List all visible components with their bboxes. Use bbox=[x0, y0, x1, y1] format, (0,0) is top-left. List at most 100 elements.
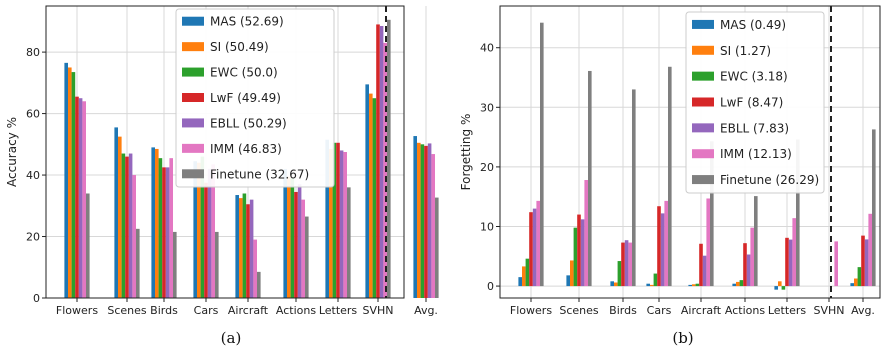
chart-1-bar-mas-cars bbox=[646, 283, 650, 287]
chart-0-bar-si-actions bbox=[287, 176, 291, 298]
chart-1-legend-swatch-lwf bbox=[692, 97, 714, 107]
chart-1-bar-imm-letters bbox=[792, 218, 796, 287]
chart-0-legend: MAS (52.69) SI (50.49) EWC (50.0) LwF (49.4… bbox=[175, 8, 335, 188]
chart-0-bar-si-aircraft bbox=[239, 198, 243, 298]
chart-0-bar-lwf-letters bbox=[336, 142, 340, 298]
chart-1-legend-swatch-si bbox=[692, 45, 714, 55]
chart-1-bar-imm-flowers bbox=[536, 200, 540, 287]
chart-1-legend-box bbox=[685, 11, 825, 194]
chart-1-xtick-label: Avg. bbox=[851, 304, 875, 317]
chart-1-xtick-label: SVHN bbox=[813, 304, 844, 317]
chart-0-bar-ewc-cars bbox=[200, 156, 205, 298]
chart-0-bar-mas-scenes bbox=[114, 127, 118, 298]
chart-1-legend-swatch-finetune bbox=[692, 175, 714, 185]
chart-1-bar-imm-cars bbox=[664, 200, 668, 287]
chart-1-bar-lwf-avg bbox=[861, 235, 865, 287]
chart-0-bar-lwf-flowers bbox=[75, 96, 79, 298]
chart-0-xtick-label: Letters bbox=[319, 304, 358, 317]
chart-0-legend-entry-ewc: EWC (50.0) bbox=[210, 66, 278, 80]
chart-0-ytick-label: 20 bbox=[26, 231, 40, 244]
chart-1-ytick-label: 0 bbox=[487, 280, 494, 293]
chart-0-bar-si-letters bbox=[329, 148, 333, 298]
chart-0-bar-finetune-svhn bbox=[387, 19, 391, 299]
chart-0-bar-imm-cars bbox=[211, 164, 215, 298]
chart-0-bar-mas-avg bbox=[413, 136, 417, 298]
chart-0-bar-ebll-flowers bbox=[78, 98, 83, 299]
chart-1-bar-ewc-cars bbox=[653, 273, 658, 287]
chart-1-bar-lwf-birds bbox=[621, 242, 625, 287]
chart-0: 0 20 40 60 80 Flowers Scenes Birds Cars Aircraft A… bbox=[5, 5, 439, 347]
chart-0-bar-ewc-letters bbox=[332, 142, 337, 298]
chart-0-legend-swatch-ebll bbox=[182, 118, 204, 128]
chart-1-bar-mas-birds bbox=[610, 281, 614, 287]
chart-0-bar-imm-avg bbox=[431, 154, 435, 298]
chart-0-bar-si-cars bbox=[197, 162, 201, 298]
chart-0-xtick-label: Scenes bbox=[107, 304, 147, 317]
chart-1-bar-mas-scenes bbox=[566, 275, 570, 287]
chart-0-bar-lwf-cars bbox=[204, 182, 208, 298]
chart-1-legend-entry-mas: MAS (0.49) bbox=[720, 18, 786, 32]
chart-0-bar-mas-svhn bbox=[365, 84, 369, 298]
chart-0-bar-finetune-flowers bbox=[86, 193, 90, 298]
chart-1-ytick-label: 30 bbox=[480, 101, 494, 114]
chart-1-bar-finetune-letters bbox=[796, 139, 800, 287]
chart-0-bar-ebll-birds bbox=[165, 167, 170, 298]
chart-0-xtick-label: Actions bbox=[276, 304, 316, 317]
chart-1-bar-si-aircraft bbox=[692, 284, 696, 287]
chart-1-legend-entry-finetune: Finetune (26.29) bbox=[720, 173, 819, 187]
chart-0-legend-entry-lwf: LwF (49.49) bbox=[210, 91, 281, 105]
chart-1-bar-ewc-aircraft bbox=[695, 283, 700, 287]
chart-1-bar-finetune-scenes bbox=[588, 70, 592, 287]
chart-0-legend-entry-finetune: Finetune (32.67) bbox=[210, 167, 309, 181]
chart-0-bar-finetune-avg bbox=[435, 197, 439, 298]
chart-1-bar-ewc-scenes bbox=[573, 227, 578, 287]
chart-0-xtick-label: SVHN bbox=[362, 304, 393, 317]
chart-0-ytick-label: 40 bbox=[26, 169, 40, 182]
chart-0-bar-imm-aircraft bbox=[253, 239, 257, 298]
chart-1-bar-mas-aircraft bbox=[688, 284, 692, 287]
chart-0-bar-si-svhn bbox=[369, 93, 373, 298]
chart-0-legend-swatch-imm bbox=[182, 143, 204, 153]
chart-1-bar-imm-svhn bbox=[834, 241, 838, 287]
chart-1-xtick-label: Birds bbox=[609, 304, 637, 317]
chart-1-bar-finetune-avg bbox=[872, 129, 876, 287]
chart-1-bar-imm-scenes bbox=[584, 180, 588, 287]
chart-1-frame bbox=[499, 5, 881, 299]
chart-1-bar-finetune-cars bbox=[668, 66, 672, 287]
chart-1-bar-finetune-aircraft bbox=[710, 141, 714, 287]
chart-0-bar-ebll-avg bbox=[427, 143, 432, 298]
chart-0-xtick-label: Cars bbox=[194, 304, 219, 317]
chart-0-bar-ewc-aircraft bbox=[242, 193, 247, 298]
chart-1-ylabel: Forgetting % bbox=[459, 114, 473, 191]
chart-0-bar-ebll-cars bbox=[207, 168, 212, 298]
chart-0-bar-si-flowers bbox=[68, 67, 72, 298]
chart-0-bar-lwf-actions bbox=[294, 191, 298, 298]
chart-1-xtick-label: Flowers bbox=[510, 304, 552, 317]
chart-0-legend-entry-imm: IMM (46.83) bbox=[210, 142, 282, 156]
chart-1-bar-finetune-actions bbox=[754, 196, 758, 287]
chart-1-legend-entry-ewc: EWC (3.18) bbox=[720, 70, 788, 84]
chart-1-bar-lwf-scenes bbox=[577, 214, 581, 287]
chart-0-bar-lwf-scenes bbox=[125, 156, 129, 298]
chart-0-bar-mas-letters bbox=[325, 139, 329, 298]
chart-0-legend-swatch-lwf bbox=[182, 93, 204, 102]
chart-1-bar-si-scenes bbox=[570, 260, 574, 287]
chart-0-bar-imm-actions bbox=[301, 199, 305, 298]
chart-0-ytick-label: 60 bbox=[26, 108, 40, 121]
chart-1-legend-swatch-ewc bbox=[692, 71, 714, 81]
chart-1-bar-lwf-aircraft bbox=[699, 243, 703, 287]
chart-1-bar-si-flowers bbox=[522, 266, 526, 287]
chart-1-bar-imm-birds bbox=[628, 242, 632, 287]
chart-0-bar-si-avg bbox=[417, 142, 421, 298]
chart-1-bar-ewc-avg bbox=[857, 267, 862, 287]
chart-0-legend-swatch-mas bbox=[182, 16, 204, 26]
chart-1-bar-finetune-birds bbox=[632, 89, 636, 287]
chart-0-legend-entry-si: SI (50.49) bbox=[210, 40, 269, 54]
chart-0-legend-swatch-si bbox=[182, 42, 204, 52]
chart-1-bar-ewc-actions bbox=[739, 280, 744, 287]
chart-1-bar-mas-letters bbox=[774, 286, 778, 290]
chart-0-bar-lwf-aircraft bbox=[246, 204, 250, 298]
chart-1-bar-ewc-flowers bbox=[525, 258, 530, 287]
chart-1-bar-finetune-flowers bbox=[540, 22, 544, 287]
